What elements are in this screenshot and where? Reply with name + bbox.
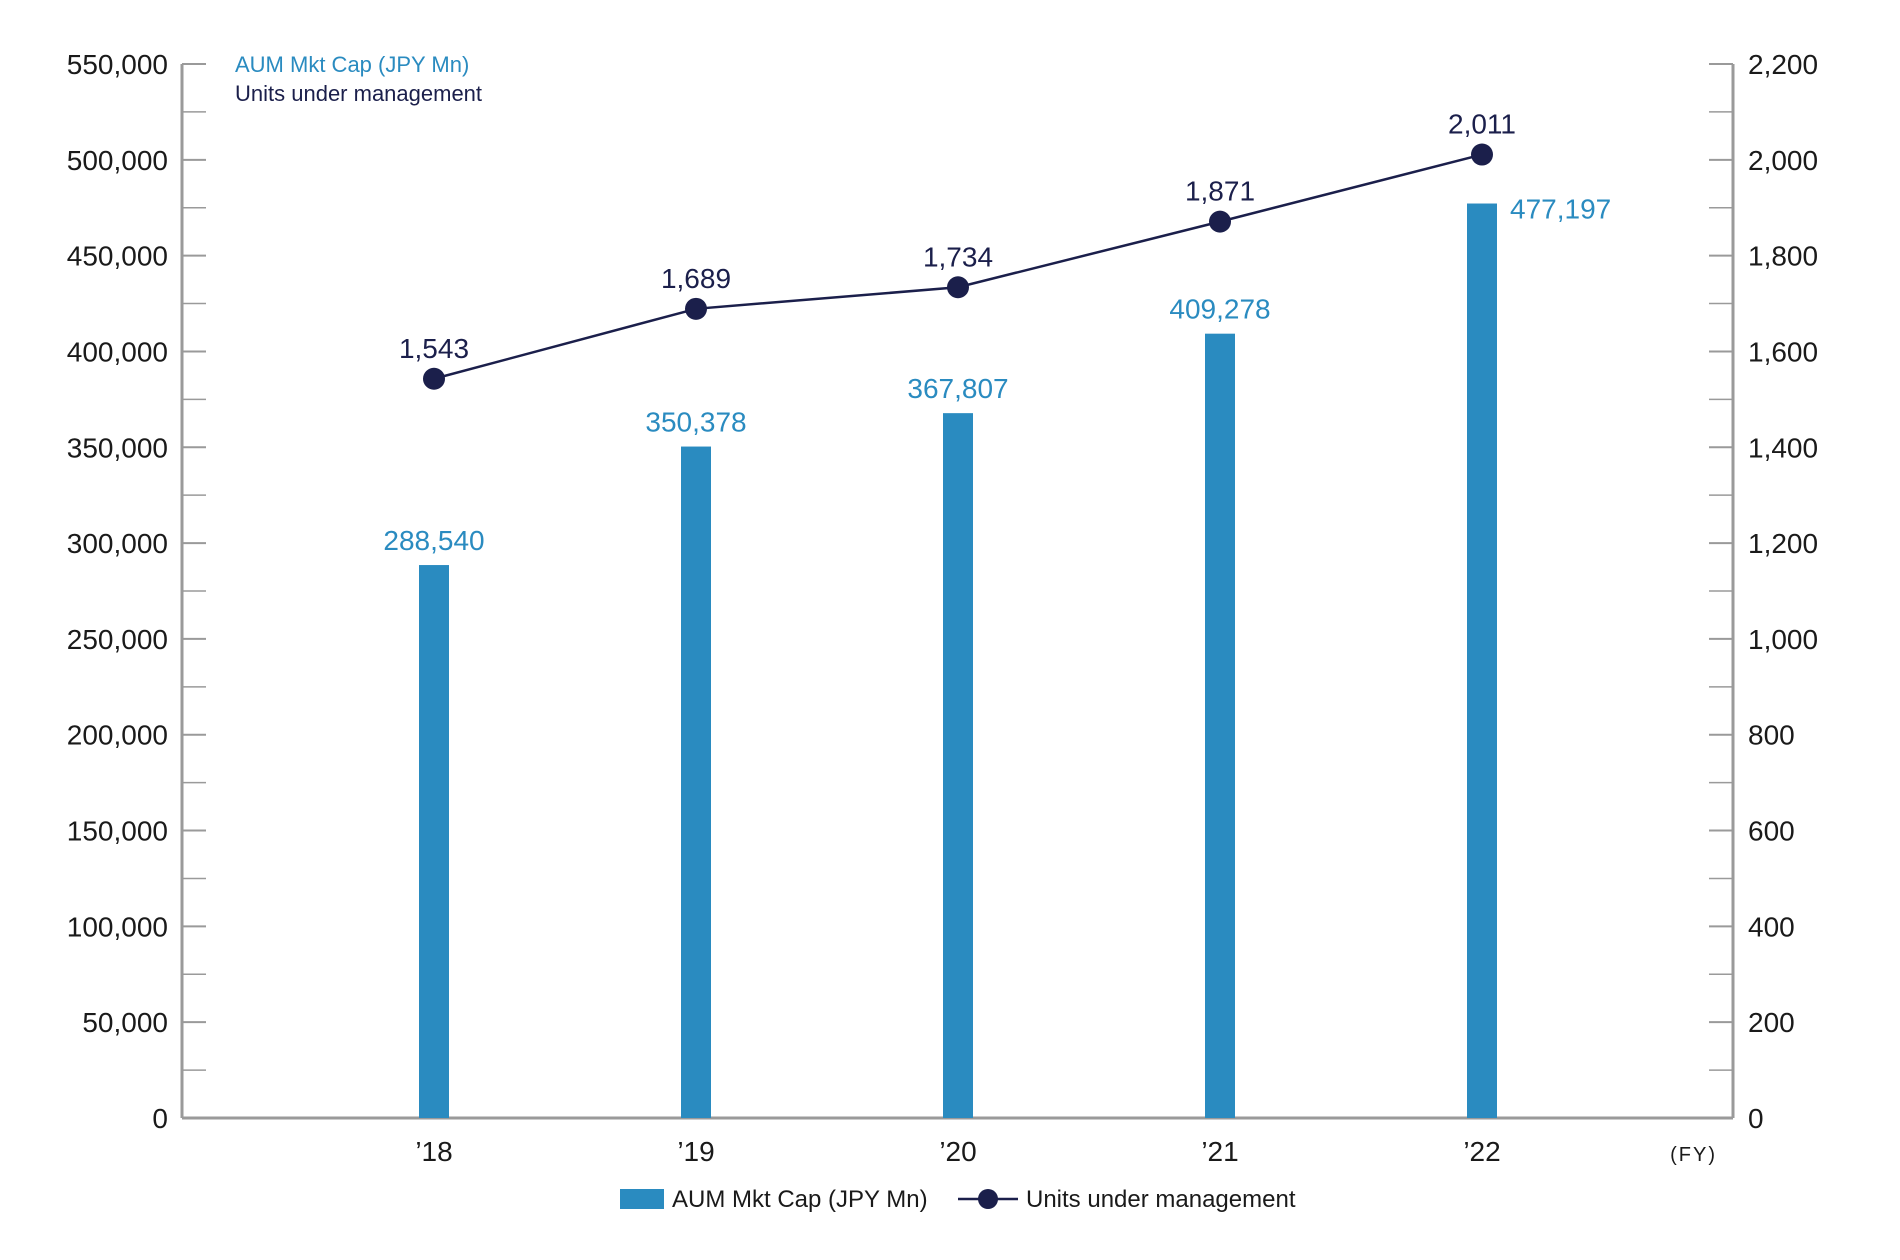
left-tick-label: 0: [152, 1103, 168, 1134]
left-tick-label: 50,000: [82, 1007, 168, 1038]
line-data-label: 1,543: [399, 333, 469, 364]
left-axis-ticks: 0 50,000 100,000 150,000 200,000 250,000 300,0…: [67, 49, 206, 1134]
right-tick-label: 1,800: [1748, 241, 1818, 272]
right-tick-label: 400: [1748, 911, 1795, 942]
line-data-label: 2,011: [1448, 109, 1516, 140]
bar-data-label: 367,807: [907, 373, 1008, 404]
left-tick-label: 300,000: [67, 528, 168, 559]
line-point: [423, 367, 445, 390]
right-tick-label: 1,200: [1748, 528, 1818, 559]
left-tick-label: 350,000: [67, 432, 168, 463]
left-tick-label: 400,000: [67, 336, 168, 367]
legend-label-bar: AUM Mkt Cap (JPY Mn): [672, 1186, 928, 1213]
line-series: [423, 143, 1493, 390]
legend-swatch-marker: [978, 1189, 998, 1209]
right-axis-ticks: 0 200 400 600 800 1,000 1,200 1,400 1,600 1,800 2,…: [1709, 49, 1818, 1134]
category-label: ’19: [677, 1136, 714, 1167]
bar-data-label: 409,278: [1169, 294, 1270, 325]
line-data-label: 1,689: [661, 263, 731, 294]
right-tick-label: 0: [1748, 1103, 1764, 1134]
line-point: [685, 297, 707, 320]
right-tick-label: 1,000: [1748, 624, 1818, 655]
right-tick-label: 200: [1748, 1007, 1795, 1038]
legend-label-line: Units under management: [1026, 1186, 1296, 1213]
legend-swatch-bar: [620, 1189, 664, 1209]
right-tick-label: 1,400: [1748, 432, 1818, 463]
category-label: ’21: [1201, 1136, 1238, 1167]
line-data-label: 1,871: [1185, 176, 1255, 207]
bar: [1467, 203, 1497, 1118]
right-tick-label: 2,200: [1748, 49, 1818, 80]
left-tick-label: 450,000: [67, 241, 168, 272]
legend: AUM Mkt Cap (JPY Mn) Units under managem…: [620, 1186, 1296, 1213]
bar: [419, 565, 449, 1118]
bar: [681, 446, 711, 1118]
bar-data-label: 477,197: [1510, 194, 1611, 225]
bar-data-labels: 288,540 350,378 367,807 409,278 477,197: [383, 194, 1611, 557]
line-data-labels: 1,543 1,689 1,734 1,871 2,011: [399, 109, 1516, 364]
category-label: ’20: [939, 1136, 976, 1167]
right-tick-label: 1,600: [1748, 336, 1818, 367]
line-point: [1471, 143, 1493, 166]
bar: [1205, 333, 1235, 1118]
category-labels: ’18 ’19 ’20 ’21 ’22: [415, 1136, 1500, 1167]
right-tick-label: 2,000: [1748, 145, 1818, 176]
line-point: [947, 276, 969, 299]
bar: [943, 413, 973, 1118]
bar-data-label: 288,540: [383, 525, 484, 556]
left-tick-label: 150,000: [67, 816, 168, 847]
category-label: ’18: [415, 1136, 452, 1167]
axis-note-units: Units under management: [235, 81, 482, 106]
line-data-label: 1,734: [923, 241, 993, 272]
bar-series: [419, 203, 1497, 1118]
right-tick-label: 800: [1748, 720, 1795, 751]
right-tick-label: 600: [1748, 816, 1795, 847]
left-tick-label: 100,000: [67, 911, 168, 942]
x-unit-label: (FY): [1670, 1144, 1717, 1166]
axis-note-aum: AUM Mkt Cap (JPY Mn): [235, 52, 469, 77]
left-tick-label: 550,000: [67, 49, 168, 80]
line-point: [1209, 210, 1231, 233]
left-tick-label: 200,000: [67, 720, 168, 751]
bar-data-label: 350,378: [645, 407, 746, 438]
category-label: ’22: [1463, 1136, 1500, 1167]
left-tick-label: 250,000: [67, 624, 168, 655]
left-tick-label: 500,000: [67, 145, 168, 176]
